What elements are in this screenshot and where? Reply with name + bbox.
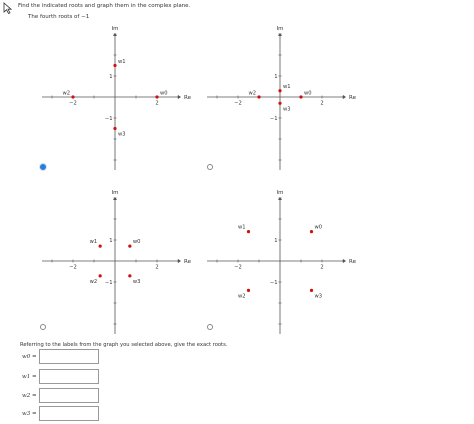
imaginary-axis-label: Im — [277, 190, 284, 196]
real-axis-arrow-icon — [178, 259, 181, 263]
y-tick-label: −1 — [105, 116, 113, 122]
real-axis-arrow-icon — [178, 95, 181, 99]
answer-row-w2: w2 = — [22, 388, 99, 405]
root-point-w1 — [113, 63, 117, 68]
root-label-w2: w2 — [248, 91, 256, 97]
y-tick-label: 1 — [274, 74, 277, 80]
root-label-w1: w1 — [283, 84, 291, 90]
root-point-w1 — [246, 230, 251, 234]
y-tick-label: 1 — [109, 238, 112, 244]
answer-row-w0: w0 = — [22, 349, 99, 366]
root-label-w0: w0 — [304, 91, 312, 97]
radio-option-1[interactable] — [40, 164, 46, 170]
imaginary-axis-arrow-icon — [278, 33, 282, 36]
x-tick-label: 2 — [155, 265, 158, 271]
root-point-w0 — [309, 230, 314, 234]
y-tick-label: 1 — [109, 74, 112, 80]
root-label-w1: w1 — [118, 59, 126, 65]
root-label-w1: w1 — [238, 225, 246, 231]
imaginary-axis-label: Im — [112, 190, 119, 196]
imaginary-axis-arrow-icon — [113, 33, 117, 36]
root-label-w0: w0 — [160, 91, 168, 97]
graph-option-4: Re Im −2 2 1 −1 w1 w0 w2 w3 — [205, 186, 357, 336]
root-point-w1 — [278, 89, 282, 93]
root-point-w2 — [71, 95, 75, 99]
root-label-w1: w1 — [90, 239, 98, 245]
radio-option-2[interactable] — [207, 164, 213, 170]
graph-option-2: Re Im −2 2 1 −1 w1 w2 w0 w3 — [205, 22, 357, 172]
complex-plane-3: Re Im −2 2 1 −1 w1 w0 w2 w3 — [42, 190, 192, 334]
root-point-w0 — [299, 95, 303, 99]
x-tick-label: −2 — [234, 101, 242, 107]
root-point-w3 — [278, 101, 282, 105]
w0-answer-input[interactable] — [39, 349, 99, 364]
real-axis-arrow-icon — [343, 95, 346, 99]
graph-option-1: Re Im −2 2 1 −1 w1 w2 w0 w3 — [40, 22, 192, 172]
root-label-w2: w2 — [238, 293, 246, 299]
imaginary-axis-label: Im — [277, 26, 284, 32]
y-tick-label: −1 — [270, 116, 278, 122]
x-tick-label: 2 — [320, 101, 323, 107]
root-point-w3 — [128, 274, 132, 278]
root-point-w2 — [98, 274, 102, 278]
real-axis-label: Re — [184, 259, 192, 265]
w2-answer-input[interactable] — [39, 388, 99, 403]
root-point-w3 — [309, 288, 314, 292]
answer-label-w0: w0 = — [22, 354, 37, 360]
root-label-w3: w3 — [118, 132, 126, 138]
answer-label-w3: w3 = — [22, 411, 37, 417]
root-label-w0: w0 — [315, 225, 323, 231]
graph-option-3: Re Im −2 2 1 −1 w1 w0 w2 w3 — [40, 186, 192, 336]
x-tick-label: −2 — [69, 265, 77, 271]
complex-plane-4: Re Im −2 2 1 −1 w1 w0 w2 w3 — [207, 190, 357, 334]
w1-answer-input[interactable] — [39, 369, 99, 384]
answer-row-w3: w3 = — [22, 406, 99, 423]
imaginary-axis-label: Im — [112, 26, 119, 32]
radio-option-3[interactable] — [40, 324, 46, 330]
x-tick-label: −2 — [234, 265, 242, 271]
radio-option-4[interactable] — [207, 324, 213, 330]
x-tick-label: −2 — [69, 101, 77, 107]
real-axis-arrow-icon — [343, 259, 346, 263]
question-text: Find the indicated roots and graph them … — [18, 3, 191, 9]
root-label-w2: w2 — [90, 279, 98, 285]
root-label-w3: w3 — [133, 279, 141, 285]
real-axis-label: Re — [349, 259, 357, 265]
w3-answer-input[interactable] — [39, 406, 99, 421]
root-label-w2: w2 — [62, 91, 70, 97]
root-point-w0 — [155, 95, 159, 99]
y-tick-label: −1 — [105, 280, 113, 286]
root-label-w0: w0 — [133, 239, 141, 245]
complex-plane-2: Re Im −2 2 1 −1 w1 w2 w0 w3 — [207, 26, 357, 170]
y-tick-label: −1 — [270, 280, 278, 286]
imaginary-axis-arrow-icon — [278, 197, 282, 200]
root-label-w3: w3 — [315, 293, 323, 299]
answer-label-w1: w1 = — [22, 374, 37, 380]
root-point-w2 — [257, 95, 261, 99]
root-point-w3 — [113, 126, 117, 131]
root-label-w3: w3 — [283, 106, 291, 112]
question-subtitle: The fourth roots of −1 — [28, 14, 90, 20]
x-tick-label: 2 — [155, 101, 158, 107]
root-point-w2 — [246, 288, 251, 292]
complex-plane-1: Re Im −2 2 1 −1 w1 w2 w0 w3 — [42, 26, 192, 170]
root-point-w0 — [128, 244, 132, 248]
y-tick-label: 1 — [274, 238, 277, 244]
answer-row-w1: w1 = — [22, 369, 99, 386]
real-axis-label: Re — [349, 95, 357, 101]
x-tick-label: 2 — [320, 265, 323, 271]
root-point-w1 — [98, 244, 102, 248]
answer-instructions: Referring to the labels from the graph y… — [20, 342, 228, 348]
answer-label-w2: w2 = — [22, 393, 37, 399]
imaginary-axis-arrow-icon — [113, 197, 117, 200]
pointer-cursor-icon — [3, 2, 12, 14]
real-axis-label: Re — [184, 95, 192, 101]
